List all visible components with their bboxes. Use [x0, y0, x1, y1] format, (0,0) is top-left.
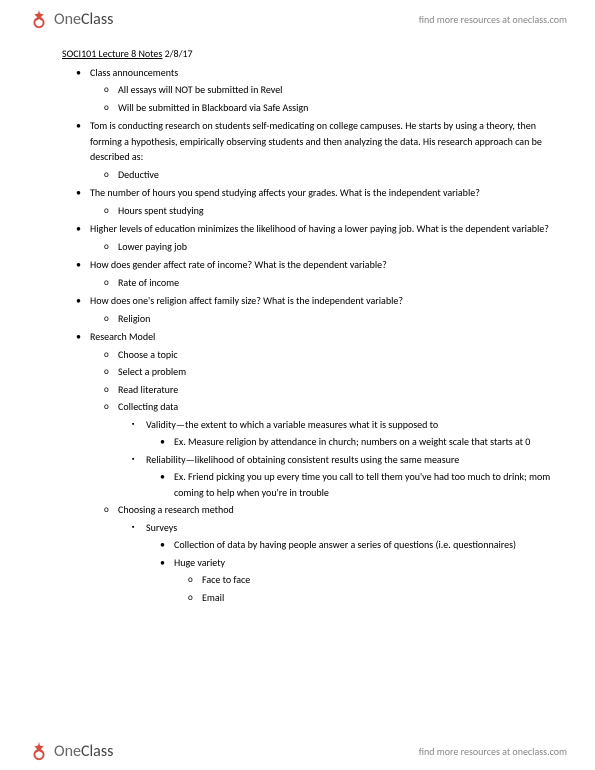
outline-item: Will be submitted in Blackboard via Safe…: [104, 100, 553, 116]
outline-item: Read literature: [104, 382, 553, 398]
brand-logo: OneClass: [28, 8, 113, 30]
outline-list: Lower paying job: [90, 239, 553, 255]
outline-item: Class announcements All essays will NOT b…: [76, 65, 553, 116]
doc-title: SOCI101 Lecture 8 Notes: [62, 47, 162, 60]
page-footer: OneClass find more resources at oneclass…: [0, 732, 595, 770]
outline-item: Reliability—likelihood of obtaining cons…: [132, 452, 553, 501]
outline-item: All essays will NOT be submitted in Reve…: [104, 82, 553, 98]
outline-list: Rate of income: [90, 275, 553, 291]
outline-item: Collecting data Validity—the extent to wh…: [104, 399, 553, 500]
outline-item: Validity—the extent to which a variable …: [132, 417, 553, 450]
footer-tagline: find more resources at oneclass.com: [419, 745, 567, 758]
outline-text: Huge variety: [174, 556, 225, 569]
page-content: SOCI101 Lecture 8 Notes 2/8/17 Class ann…: [62, 46, 553, 605]
outline-item: The number of hours you spend studying a…: [76, 185, 553, 218]
outline-text: Collecting data: [118, 400, 178, 413]
outline-item: Religion: [104, 311, 553, 327]
outline-text: Class announcements: [90, 66, 178, 79]
outline-item: Higher levels of education minimizes the…: [76, 221, 553, 254]
outline-text: Deductive: [118, 168, 159, 181]
page-header: OneClass find more resources at oneclass…: [0, 0, 595, 38]
outline-text: Choose a topic: [118, 348, 178, 361]
oneclass-icon: [28, 8, 50, 30]
outline-item: How does one's religion affect family si…: [76, 293, 553, 326]
outline-text: Face to face: [202, 573, 250, 586]
outline-item: Email: [188, 590, 553, 606]
outline-text: The number of hours you spend studying a…: [90, 186, 480, 199]
outline-text: Select a problem: [118, 365, 186, 378]
outline-text: Choosing a research method: [118, 503, 234, 516]
outline-item: Surveys Collection of data by having peop…: [132, 520, 553, 606]
outline-item: Choose a topic: [104, 347, 553, 363]
outline-text: Ex. Friend picking you up every time you…: [174, 470, 550, 499]
outline-item: Collection of data by having people answ…: [160, 537, 553, 553]
outline-list: Collection of data by having people answ…: [146, 537, 553, 605]
outline-list: Validity—the extent to which a variable …: [118, 417, 553, 501]
outline-item: Research Model Choose a topic Select a pro…: [76, 329, 553, 605]
outline-item: Face to face: [188, 572, 553, 588]
outline-item: Lower paying job: [104, 239, 553, 255]
brand-name: OneClass: [54, 10, 113, 29]
outline-list: Choose a topic Select a problem Read liter…: [90, 347, 553, 606]
outline-text: Lower paying job: [118, 240, 187, 253]
outline-text: How does gender affect rate of income? W…: [90, 258, 387, 271]
outline-list: All essays will NOT be submitted in Reve…: [90, 82, 553, 115]
outline-text: Email: [202, 591, 224, 604]
outline-item: Rate of income: [104, 275, 553, 291]
outline-item: Deductive: [104, 167, 553, 183]
outline-text: Religion: [118, 312, 150, 325]
outline-item: Hours spent studying: [104, 203, 553, 219]
outline-item: How does gender affect rate of income? W…: [76, 257, 553, 290]
outline-list: Face to face Email: [174, 572, 553, 605]
outline-text: Rate of income: [118, 276, 179, 289]
outline-list: Deductive: [90, 167, 553, 183]
outline-list: Hours spent studying: [90, 203, 553, 219]
brand-logo: OneClass: [28, 740, 113, 762]
outline-text: Read literature: [118, 383, 178, 396]
outline-text: Will be submitted in Blackboard via Safe…: [118, 101, 308, 114]
outline-list: Ex. Friend picking you up every time you…: [146, 469, 553, 500]
outline-text: Research Model: [90, 330, 155, 343]
outline-item: Huge variety Face to face Email: [160, 555, 553, 606]
outline-text: Surveys: [146, 521, 177, 534]
doc-date: 2/8/17: [165, 47, 193, 60]
outline-item: Ex. Measure religion by attendance in ch…: [160, 434, 553, 450]
outline-item: Tom is conducting research on students s…: [76, 118, 553, 182]
outline-item: Ex. Friend picking you up every time you…: [160, 469, 553, 500]
oneclass-icon: [28, 740, 50, 762]
outline-item: Choosing a research method Surveys Collect…: [104, 502, 553, 605]
outline-text: Tom is conducting research on students s…: [90, 119, 542, 163]
outline-text: Validity—the extent to which a variable …: [146, 418, 438, 431]
outline-list: Ex. Measure religion by attendance in ch…: [146, 434, 553, 450]
outline-list: Religion: [90, 311, 553, 327]
header-tagline: find more resources at oneclass.com: [419, 13, 567, 26]
doc-title-line: SOCI101 Lecture 8 Notes 2/8/17: [62, 46, 553, 62]
outline-text: All essays will NOT be submitted in Reve…: [118, 83, 282, 96]
outline-text: Higher levels of education minimizes the…: [90, 222, 549, 235]
outline-text: Ex. Measure religion by attendance in ch…: [174, 435, 530, 448]
outline-text: Hours spent studying: [118, 204, 204, 217]
outline-text: Collection of data by having people answ…: [174, 538, 516, 551]
outline-text: How does one's religion affect family si…: [90, 294, 403, 307]
outline-text: Reliability—likelihood of obtaining cons…: [146, 453, 459, 466]
outline-list: Surveys Collection of data by having peop…: [118, 520, 553, 606]
brand-name: OneClass: [54, 742, 113, 761]
outline-item: Select a problem: [104, 364, 553, 380]
outline-root: Class announcements All essays will NOT b…: [62, 65, 553, 606]
